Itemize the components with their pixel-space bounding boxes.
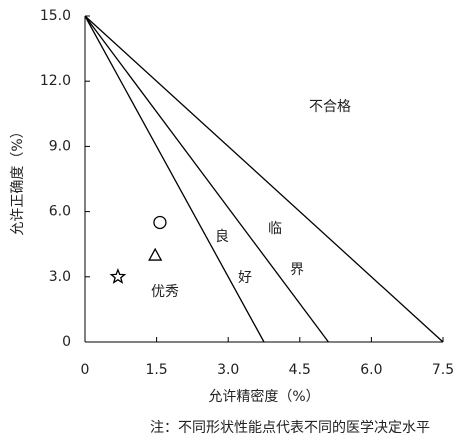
annotation: 不合格: [309, 99, 351, 115]
line: [84, 15, 444, 343]
note: 注：不同形状性能点代表不同的医学决定水平: [150, 420, 430, 436]
y-tick-label: 6.0: [49, 204, 71, 220]
y-tick-label: 12.0: [40, 73, 71, 89]
y-tick-label: 15.0: [40, 8, 71, 24]
x-tick-label: 7.5: [432, 362, 454, 378]
x-axis-label: 允许精密度（%）: [208, 388, 319, 405]
point: [153, 215, 167, 230]
y-tick-label: 0: [62, 334, 71, 350]
x-tick-label: 4.5: [289, 362, 311, 378]
line: [84, 15, 329, 343]
line: [84, 15, 265, 343]
annotation: 良: [215, 229, 229, 245]
x-tick-label: 0: [81, 362, 90, 378]
point: [109, 267, 127, 284]
y-tick-label: 3.0: [49, 269, 71, 285]
point: [148, 247, 163, 261]
x-tick-label: 1.5: [145, 362, 167, 378]
annotation: 好: [238, 270, 252, 286]
y-axis-label: 允许正确度（%）: [10, 124, 26, 235]
annotation: 优秀: [151, 284, 179, 300]
x-tick-label: 3.0: [217, 362, 239, 378]
x-tick-label: 6.0: [360, 362, 382, 378]
annotation: 界: [290, 262, 304, 278]
annotation: 临: [268, 221, 282, 237]
y-tick-label: 9.0: [49, 138, 71, 154]
